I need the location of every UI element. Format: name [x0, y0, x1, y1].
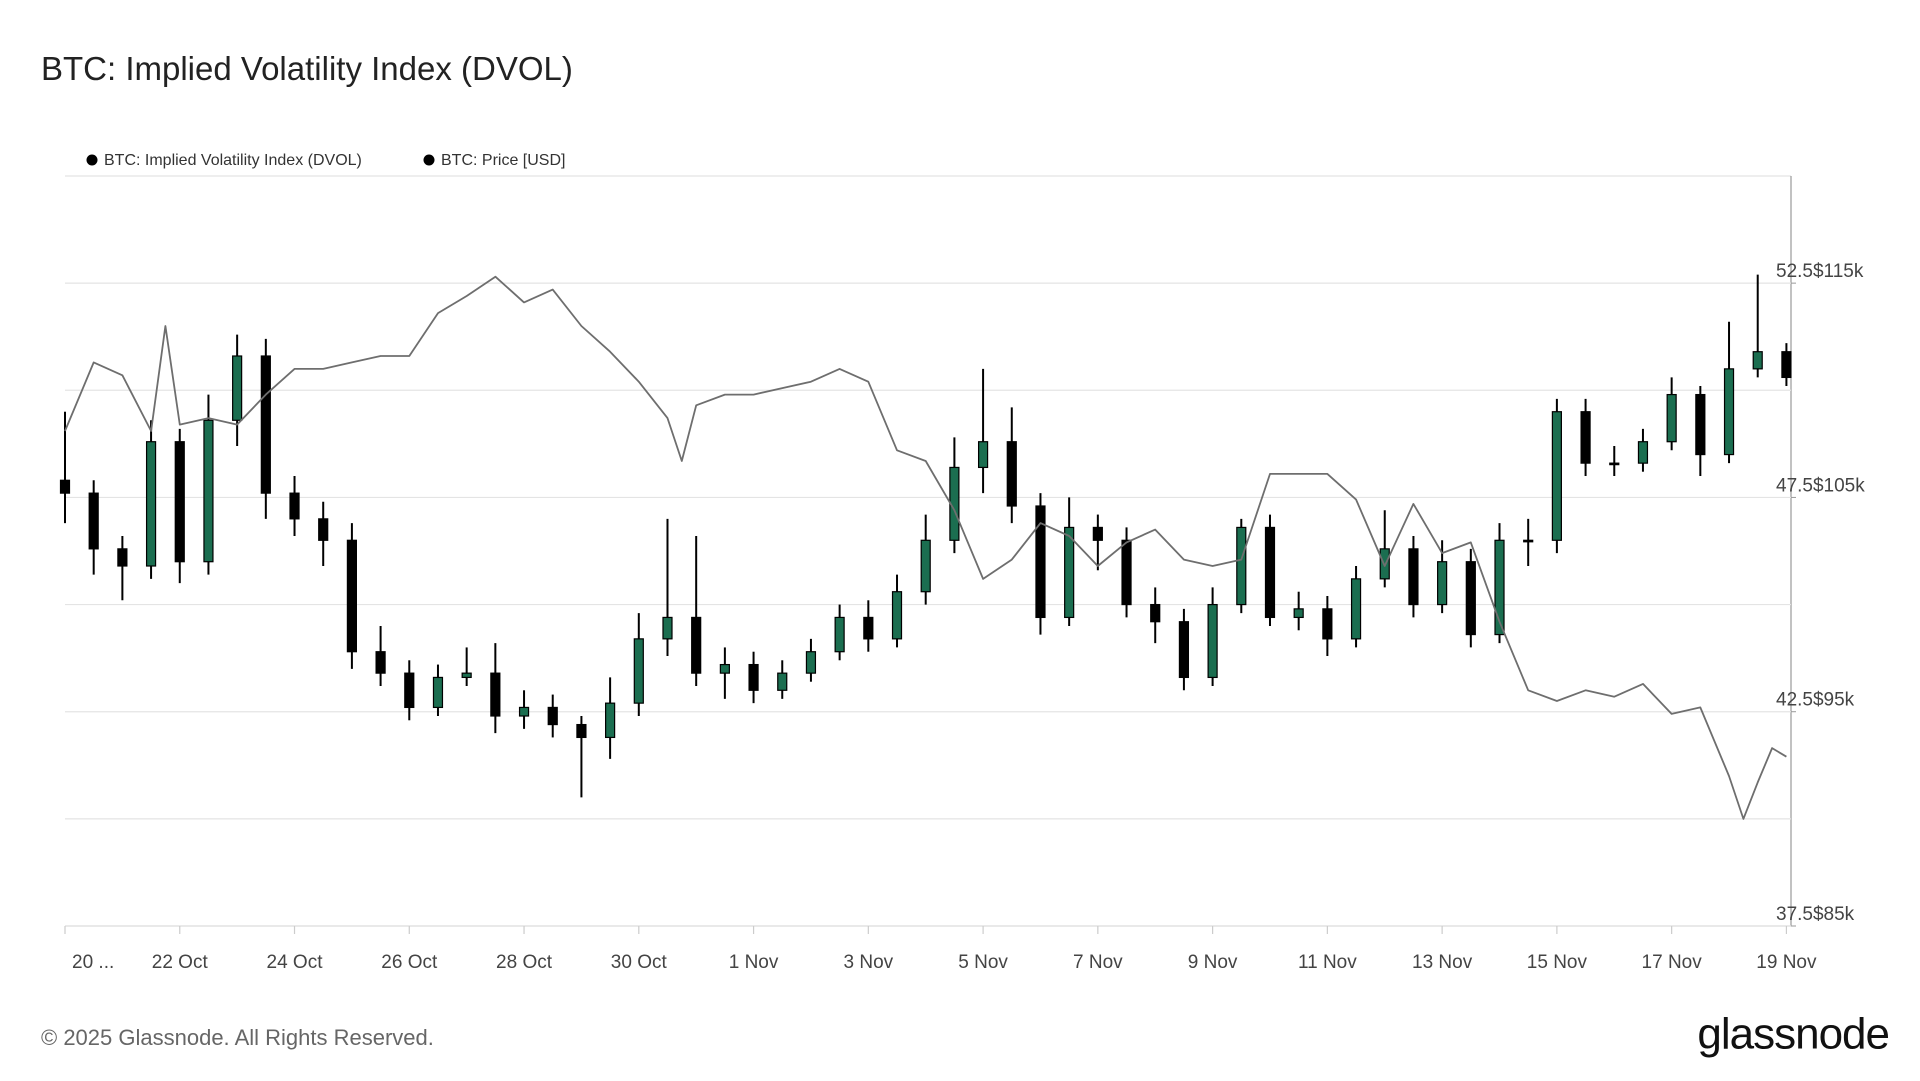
candle-body [59, 479, 71, 494]
candle-body [232, 355, 243, 421]
axes: 37.5$85k 42.5$95k 47.5$105k 52.5$115k 20 ...… [64, 261, 1865, 973]
candle-body [1035, 505, 1046, 619]
candle-body [1465, 561, 1476, 636]
candle-body [1064, 526, 1075, 619]
candle-body [1121, 539, 1132, 606]
candle-body [318, 518, 329, 541]
y2-tick-label: $105k [1813, 475, 1865, 496]
candle-body [1551, 411, 1562, 541]
candle-body [289, 492, 300, 520]
x-tick-label: 11 Nov [1298, 952, 1357, 973]
x-tick-label: 1 Nov [729, 952, 779, 973]
y2-tick-label: $115k [1813, 261, 1864, 282]
candle-body [920, 539, 931, 593]
x-tick-label: 3 Nov [844, 952, 894, 973]
x-tick-label: 22 Oct [152, 952, 209, 973]
candle-body [891, 591, 903, 640]
x-tick-label: 17 Nov [1642, 952, 1703, 973]
candle-body [1494, 539, 1505, 636]
legend-dot [423, 154, 435, 166]
x-tick-label: 26 Oct [381, 952, 438, 973]
candle-body [662, 616, 673, 640]
candle-body [1580, 411, 1591, 464]
candle-body [691, 616, 702, 674]
candle-body [1264, 526, 1276, 619]
candle-body [1723, 368, 1735, 456]
candle-body [117, 548, 128, 567]
candle-body [203, 419, 214, 563]
candle-body [1752, 351, 1763, 370]
candle-body [834, 616, 845, 653]
y-tick-label: 52.5 [1776, 261, 1813, 282]
candle-body [1666, 393, 1677, 443]
legend-label: BTC: Price [USD] [441, 152, 565, 169]
candle-body [1207, 603, 1218, 679]
candle-body [1637, 441, 1649, 464]
candle-body [605, 702, 616, 739]
x-tick-label: 9 Nov [1188, 952, 1238, 973]
x-tick-label: 19 Nov [1756, 952, 1817, 973]
candle-body [547, 706, 558, 726]
candle-body [1236, 526, 1247, 606]
x-tick-label: 7 Nov [1073, 952, 1123, 973]
x-tick-label: 24 Oct [267, 952, 324, 973]
candle-body [461, 672, 472, 679]
candle-body [346, 539, 358, 653]
candle-body [1092, 526, 1103, 541]
plot-area [59, 274, 1792, 820]
x-tick-label: 20 ... [72, 952, 114, 973]
candle-body [174, 441, 185, 563]
y-tick-label: 42.5 [1776, 690, 1813, 711]
candle-body [260, 355, 271, 494]
grid [65, 282, 1791, 927]
copyright: © 2025 Glassnode. All Rights Reserved. [41, 1025, 434, 1050]
candle-body [633, 638, 644, 704]
candle-body [1781, 351, 1792, 379]
price-line [64, 275, 1787, 820]
candle-body [748, 663, 759, 691]
candle-body [1178, 621, 1190, 679]
candle-body [145, 441, 157, 567]
candle-body [490, 672, 501, 717]
candle-body [432, 676, 444, 709]
y-tick-label-pair: 42.5$95k [1776, 690, 1855, 711]
candle-body [1408, 548, 1419, 606]
legend-dot [86, 154, 98, 166]
y-tick-label-pair: 47.5$105k [1776, 475, 1865, 496]
x-tick-label: 5 Nov [958, 952, 1008, 973]
candle-body [863, 616, 874, 640]
candle-body [805, 651, 817, 674]
y-tick-label: 47.5 [1776, 475, 1813, 496]
x-tick-label: 15 Nov [1527, 952, 1588, 973]
candle-body [576, 723, 587, 739]
candle-body [1322, 608, 1333, 640]
candle-body [1293, 608, 1304, 619]
logo: glassnode [1697, 1010, 1889, 1059]
candle-body [777, 672, 788, 691]
legend-label: BTC: Implied Volatility Index (DVOL) [104, 152, 362, 169]
y-tick-label: 37.5 [1776, 904, 1813, 925]
candle-body [1006, 441, 1017, 507]
candle-body [1695, 393, 1706, 456]
candle-body [1150, 603, 1161, 623]
candle-body [404, 672, 415, 709]
candle-body [375, 651, 386, 674]
candle-body [719, 663, 730, 674]
chart-title: BTC: Implied Volatility Index (DVOL) [41, 50, 573, 87]
y2-tick-label: $85k [1813, 904, 1855, 925]
candle-body [1350, 578, 1362, 640]
x-tick-label: 28 Oct [496, 952, 553, 973]
x-tick-label: 13 Nov [1412, 952, 1473, 973]
candle-body [88, 492, 99, 550]
candle-body [1609, 462, 1620, 466]
y-tick-label-pair: 37.5$85k [1776, 904, 1855, 925]
x-tick-label: 30 Oct [611, 952, 668, 973]
candle-body [518, 706, 530, 717]
candle-body [977, 441, 989, 469]
y-tick-label-pair: 52.5$115k [1776, 261, 1864, 282]
candle-body [1523, 539, 1534, 543]
y2-tick-label: $95k [1813, 690, 1855, 711]
candle-body [1437, 561, 1448, 606]
